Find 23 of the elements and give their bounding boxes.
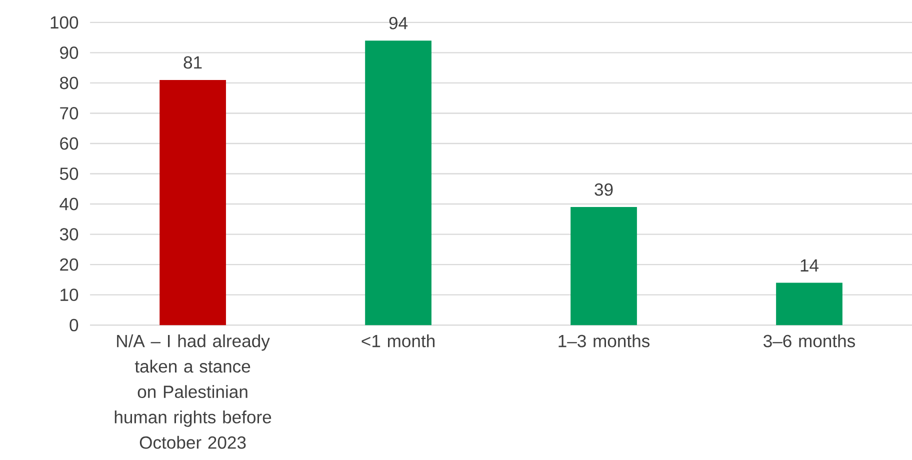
x-tick-label: <1 month xyxy=(362,334,434,348)
y-tick-label: 100 xyxy=(50,16,78,29)
y-tick-label: 70 xyxy=(60,107,78,120)
y-tick-label: 10 xyxy=(60,288,78,302)
y-tick-label: 80 xyxy=(60,76,78,90)
bar xyxy=(365,40,432,326)
y-tick-label: 20 xyxy=(60,258,78,271)
bar xyxy=(160,80,226,326)
y-tick-label: 30 xyxy=(60,228,78,241)
bar xyxy=(776,282,842,326)
bar xyxy=(570,207,637,326)
x-tick-label: 3–6 months xyxy=(764,334,855,348)
x-tick-label: 1–3 months xyxy=(558,334,650,348)
y-tick-label: 50 xyxy=(60,168,78,180)
data-label: 81 xyxy=(184,56,202,69)
y-tick-label: 90 xyxy=(60,46,78,60)
data-label: 94 xyxy=(389,17,408,30)
y-tick-label: 40 xyxy=(60,198,78,210)
x-tick-label: N/A – I had already taken a stance on Palestinian human rights before October 2023 xyxy=(114,334,272,449)
data-label: 39 xyxy=(594,183,613,196)
y-tick-label: 60 xyxy=(60,137,78,150)
y-tick-label: 0 xyxy=(70,318,78,332)
data-label: 14 xyxy=(800,259,819,272)
